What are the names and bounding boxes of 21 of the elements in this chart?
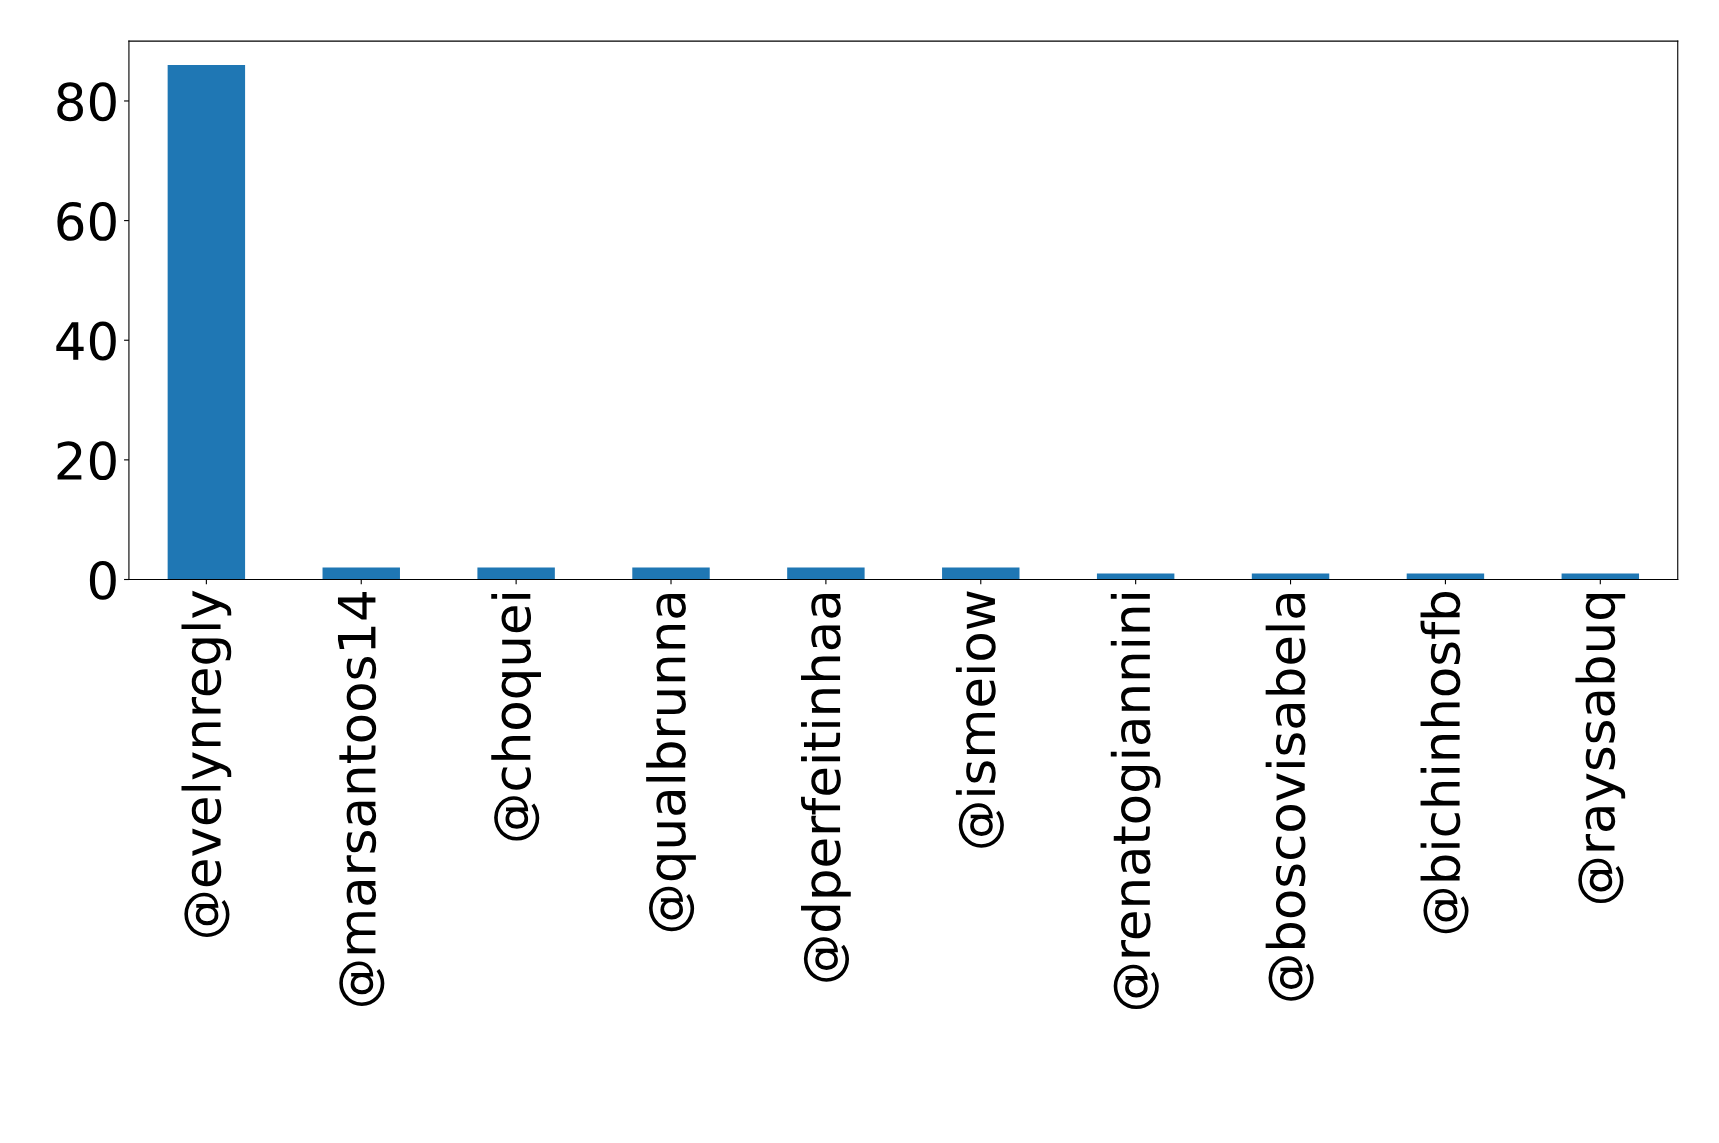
bar: [787, 567, 865, 580]
bar: [942, 567, 1020, 580]
x-tick-label: @ismeiow: [955, 591, 1004, 848]
x-tick-label: @bichinhosfb: [1420, 592, 1469, 934]
x-tick-label: @evelynregly: [181, 590, 232, 938]
y-tick-label: 20: [57, 441, 116, 481]
y-tick-label: 80: [57, 82, 116, 122]
bar: [632, 567, 710, 580]
x-tick-label: @rayssabuq: [1575, 593, 1626, 904]
bar: [477, 567, 555, 580]
x-tick-label: @qualbrunna: [646, 593, 696, 932]
x-tick-label: @renatogiannini: [1110, 594, 1161, 1010]
y-tick-label: 60: [57, 201, 116, 241]
y-tick-label: 40: [56, 321, 116, 361]
bar: [322, 567, 400, 580]
bar: [167, 65, 246, 580]
x-tick-label: @choquei: [491, 594, 541, 841]
x-tick-label: @marsantoos14: [337, 592, 385, 1006]
y-tick-label: 0: [89, 560, 116, 600]
x-tick-label: @dperfeitinhaa: [801, 593, 851, 982]
x-tick-label: @boscovisabela: [1265, 593, 1314, 1001]
